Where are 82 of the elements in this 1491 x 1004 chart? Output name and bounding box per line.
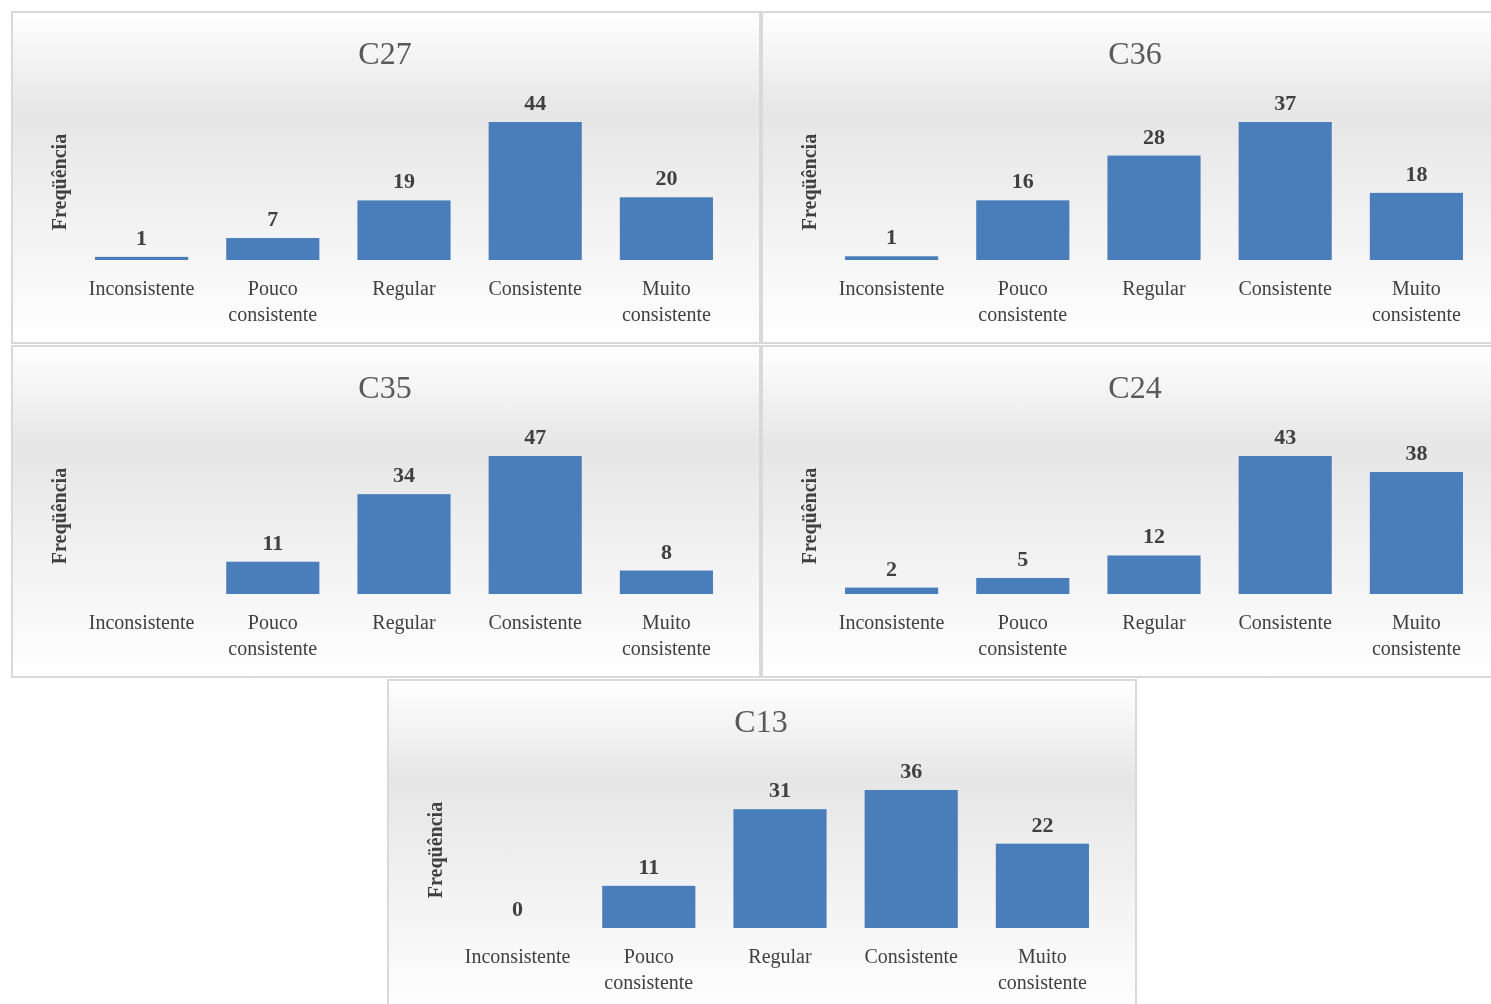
data-label: 18 xyxy=(1405,160,1428,186)
x-tick-label: Regular xyxy=(372,611,436,634)
x-tick-label: Inconsistente xyxy=(838,277,945,299)
data-label: 11 xyxy=(262,529,284,555)
data-label: 1 xyxy=(886,224,898,250)
data-label: 44 xyxy=(524,90,547,115)
bar xyxy=(226,561,320,594)
data-label: 11 xyxy=(638,853,660,879)
x-tick-label: Muito consistente xyxy=(1371,277,1461,325)
bar xyxy=(845,587,939,594)
bar xyxy=(1107,555,1201,594)
x-tick-label: Pouco consistente xyxy=(604,945,694,993)
bar xyxy=(1369,472,1463,594)
y-axis-title: Freqüência xyxy=(798,133,821,231)
y-axis-title: Freqüência xyxy=(48,133,71,231)
bar xyxy=(1238,456,1332,594)
bar xyxy=(619,197,713,260)
data-label: 16 xyxy=(1011,168,1034,194)
chart-title: C13 xyxy=(734,703,788,739)
x-tick-label: Consistente xyxy=(864,945,958,967)
data-label: 47 xyxy=(524,424,547,449)
chart-title: C24 xyxy=(1108,369,1162,405)
data-label: 19 xyxy=(393,168,415,194)
bar xyxy=(995,843,1089,928)
x-tick-label: Inconsistente xyxy=(88,277,195,299)
data-label: 2 xyxy=(886,555,898,581)
y-axis-title: Freqüência xyxy=(424,801,447,899)
bar xyxy=(976,200,1070,260)
data-label: 38 xyxy=(1405,440,1428,466)
bar xyxy=(619,570,713,594)
x-tick-label: Muito consistente xyxy=(621,277,711,325)
bar xyxy=(1238,122,1332,260)
data-label: 12 xyxy=(1143,523,1165,549)
data-label: 28 xyxy=(1143,123,1165,149)
chart-title: C35 xyxy=(358,369,412,405)
y-axis-title: Freqüência xyxy=(48,467,71,565)
data-label: 43 xyxy=(1274,424,1297,449)
bar xyxy=(733,809,827,928)
bar xyxy=(602,885,696,928)
x-tick-label: Inconsistente xyxy=(464,945,571,967)
bar xyxy=(488,456,582,594)
bar xyxy=(95,256,189,260)
x-tick-label: Pouco consistente xyxy=(978,611,1068,659)
data-label: 0 xyxy=(512,896,524,921)
x-tick-label: Consistente xyxy=(488,611,582,633)
x-tick-label: Regular xyxy=(1122,611,1186,634)
x-tick-label: Consistente xyxy=(1238,611,1332,633)
data-label: 5 xyxy=(1017,545,1029,571)
x-tick-label: Pouco consistente xyxy=(978,277,1068,325)
x-tick-label: Regular xyxy=(372,277,436,300)
x-tick-label: Regular xyxy=(1122,277,1186,300)
bar xyxy=(976,577,1070,594)
chart-title: C27 xyxy=(358,35,412,71)
x-tick-label: Muito consistente xyxy=(621,611,711,659)
bar xyxy=(226,238,320,260)
bar xyxy=(845,256,939,260)
data-label: 8 xyxy=(660,538,672,564)
x-tick-label: Pouco consistente xyxy=(228,611,318,659)
x-tick-label: Inconsistente xyxy=(88,611,195,633)
x-tick-label: Regular xyxy=(748,945,812,968)
bar xyxy=(357,200,451,260)
x-tick-label: Consistente xyxy=(488,277,582,299)
data-label: 34 xyxy=(393,462,415,488)
x-tick-label: Pouco consistente xyxy=(228,277,318,325)
x-tick-label: Muito consistente xyxy=(997,945,1087,993)
data-label: 31 xyxy=(769,777,791,803)
y-axis-title: Freqüência xyxy=(798,467,821,565)
x-tick-label: Consistente xyxy=(1238,277,1332,299)
bar xyxy=(1107,155,1201,260)
data-label: 20 xyxy=(655,165,678,191)
x-tick-label: Muito consistente xyxy=(1371,611,1461,659)
data-label: 22 xyxy=(1031,811,1054,837)
chart-title: C36 xyxy=(1108,35,1162,71)
data-label: 37 xyxy=(1274,90,1297,115)
data-label: 7 xyxy=(267,206,279,232)
x-tick-label: Inconsistente xyxy=(838,611,945,633)
bar xyxy=(488,122,582,260)
bar xyxy=(357,494,451,594)
data-label: 36 xyxy=(900,758,923,783)
data-label: 1 xyxy=(136,224,148,250)
bar xyxy=(864,790,958,928)
bar xyxy=(1369,192,1463,260)
